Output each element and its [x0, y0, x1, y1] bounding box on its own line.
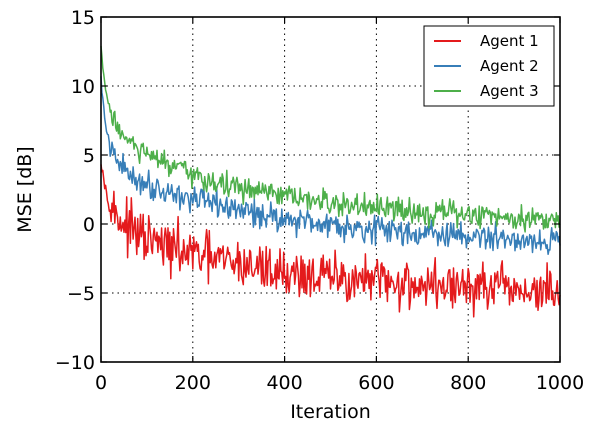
x-tick-label: 200: [175, 372, 211, 394]
grid: [101, 17, 560, 362]
legend-label: Agent 3: [480, 82, 539, 100]
y-tick-label: −10: [55, 352, 95, 374]
y-tick-label: 10: [71, 76, 95, 98]
axis-ticks: [100, 16, 561, 363]
series-group: [100, 46, 561, 318]
y-tick-label: 5: [83, 145, 95, 167]
x-tick-label: 400: [266, 372, 302, 394]
y-tick-labels: −10 −5 0 5 10 15: [55, 7, 95, 374]
legend: Agent 1 Agent 2 Agent 3: [423, 25, 555, 107]
y-axis-title: MSE [dB]: [14, 146, 36, 232]
y-tick-label: 15: [71, 7, 95, 29]
y-tick-label: 0: [83, 214, 95, 236]
series-line-agent-2: [100, 76, 561, 256]
legend-label: Agent 1: [480, 32, 539, 50]
x-tick-label: 600: [358, 372, 394, 394]
legend-label: Agent 2: [480, 57, 539, 75]
x-tick-label: 0: [95, 372, 107, 394]
series-line-agent-3: [100, 46, 561, 233]
x-tick-label: 1000: [536, 372, 584, 394]
series-line-agent-1: [100, 164, 561, 318]
x-tick-label: 800: [450, 372, 486, 394]
plot-frame: [100, 16, 561, 363]
y-tick-label: −5: [67, 283, 95, 305]
x-tick-labels: 0 200 400 600 800 1000: [95, 372, 584, 394]
x-axis-title: Iteration: [290, 401, 371, 423]
